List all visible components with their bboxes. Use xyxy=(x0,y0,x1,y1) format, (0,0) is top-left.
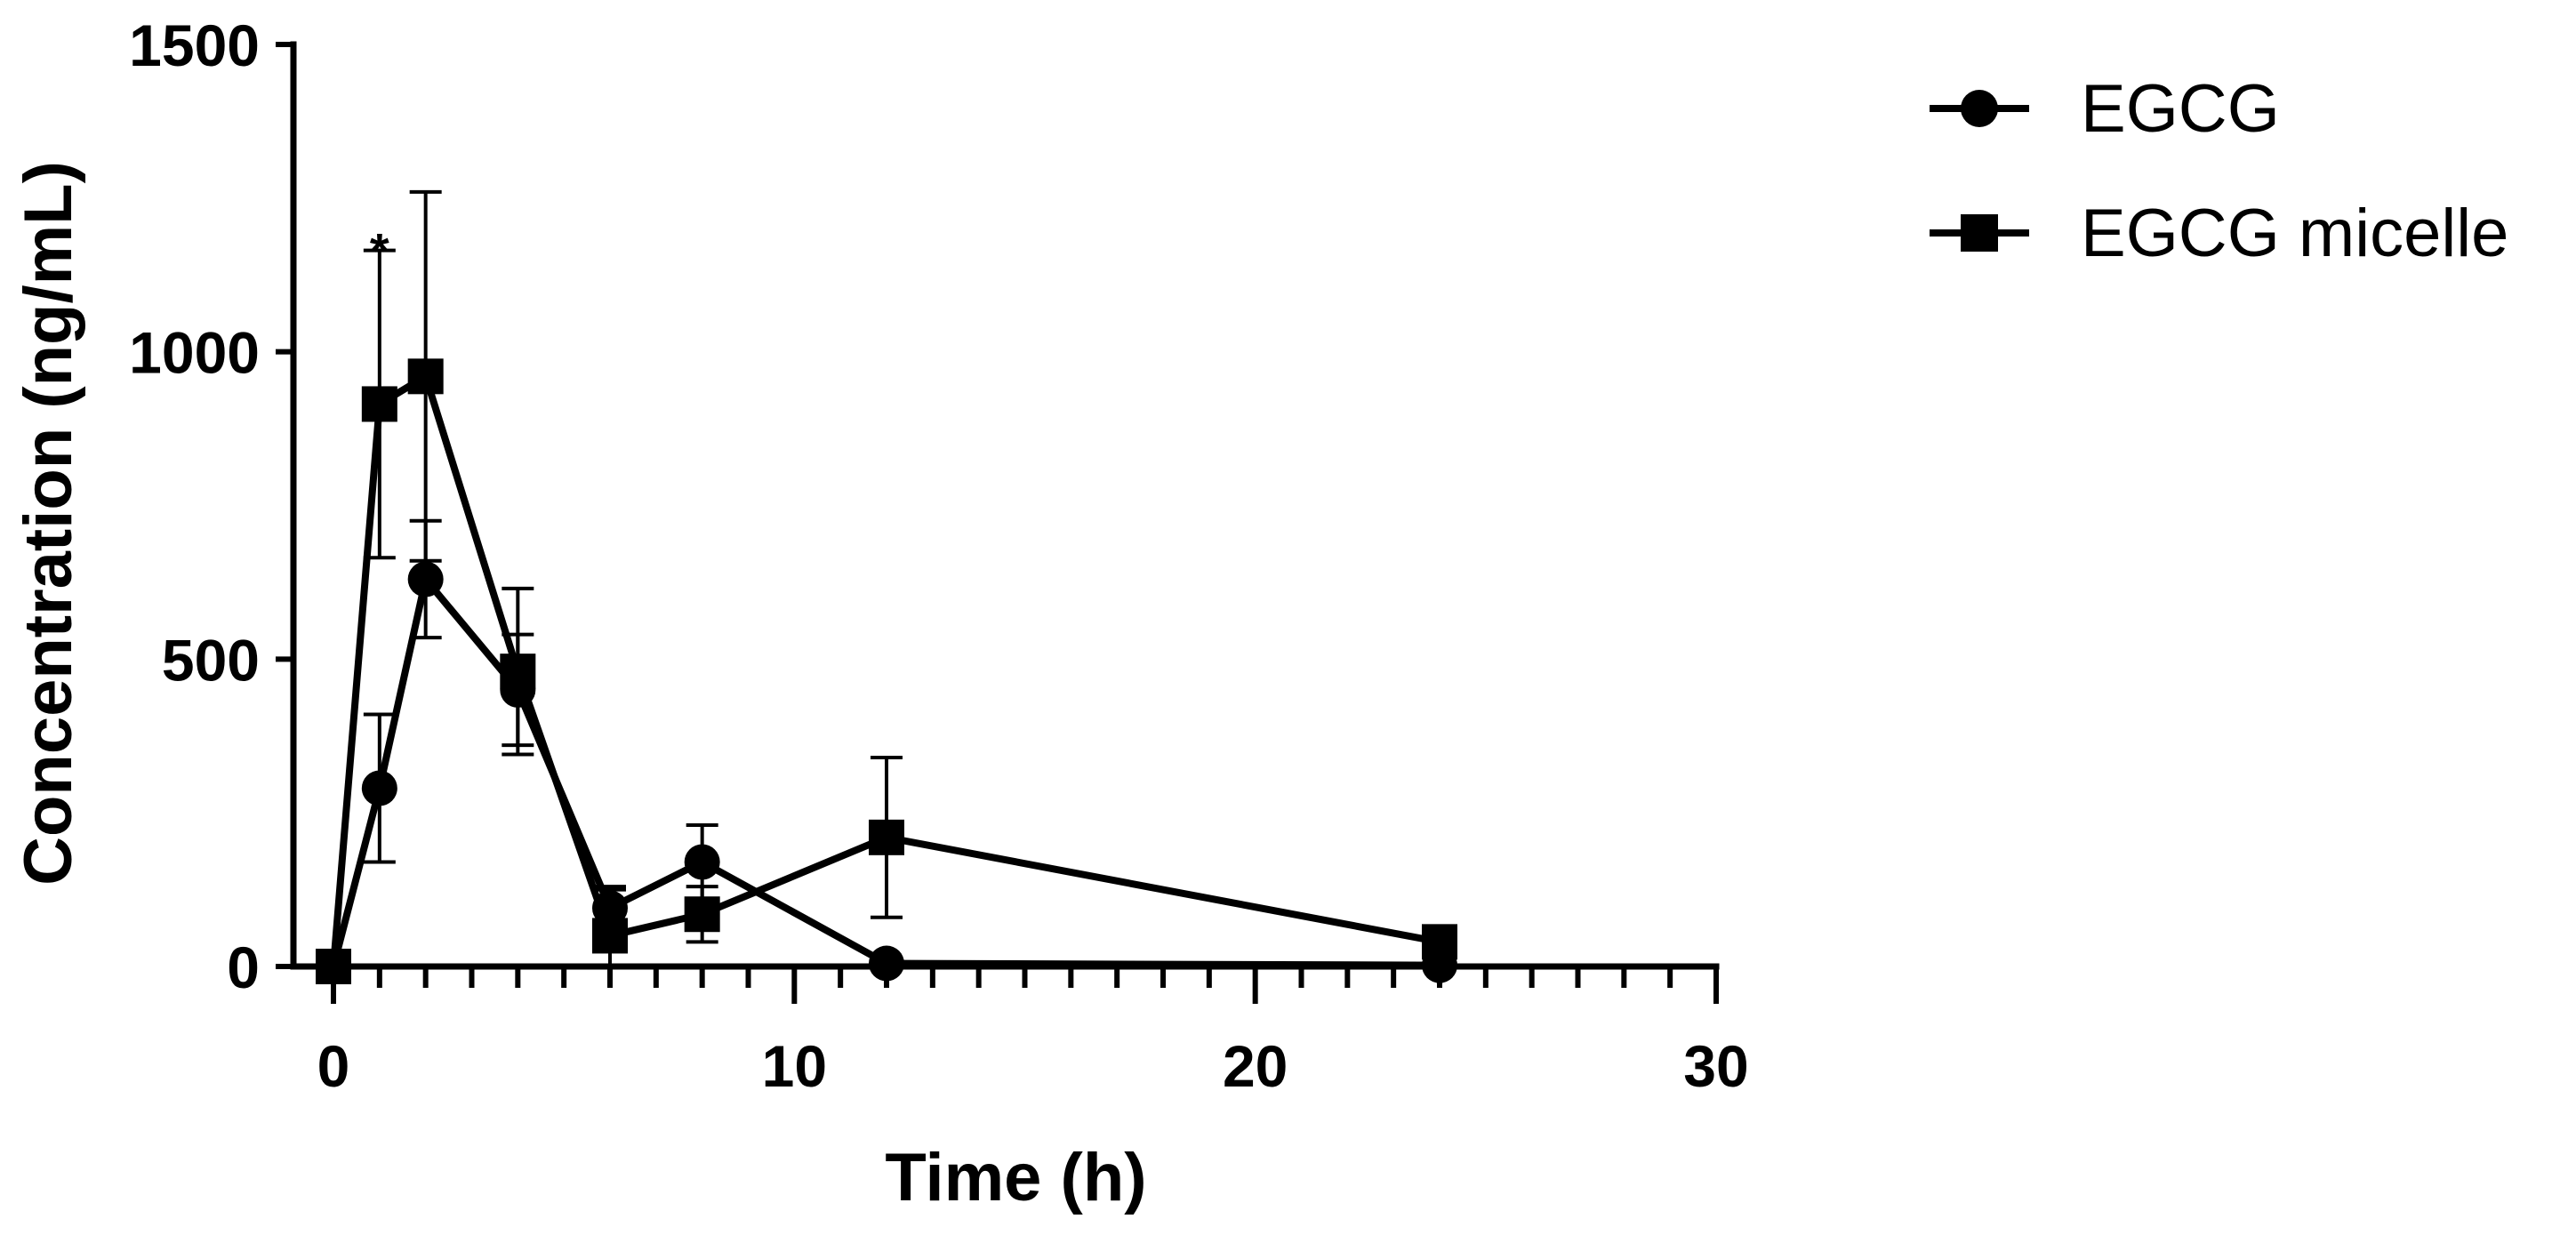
legend-item-egcg: EGCG xyxy=(1930,71,2280,147)
x-tick-label: 10 xyxy=(762,1033,827,1099)
x-tick-label: 20 xyxy=(1223,1033,1288,1099)
data-point-square xyxy=(407,358,444,395)
legend-label-egcg-micelle: EGCG micelle xyxy=(2081,196,2508,271)
y-tick-label: 500 xyxy=(162,627,260,693)
legend-label-egcg: EGCG xyxy=(2081,71,2280,147)
legend-item-egcg-micelle: EGCG micelle xyxy=(1930,196,2508,271)
data-point-square xyxy=(500,654,536,690)
y-tick-label: 1000 xyxy=(129,320,260,386)
legend: EGCG EGCG micelle xyxy=(1930,71,2508,271)
legend-marker-circle xyxy=(1961,90,1998,127)
x-axis-title: Time (h) xyxy=(885,1140,1146,1215)
significance-asterisk: * xyxy=(370,223,389,279)
x-ticks: 0 10 20 30 xyxy=(317,966,1749,1099)
x-tick-label: 0 xyxy=(317,1033,350,1099)
data-point-square xyxy=(1422,924,1457,960)
data-point-square xyxy=(316,949,351,984)
y-tick-label: 1500 xyxy=(129,12,260,78)
data-point-square xyxy=(361,386,397,422)
data-point-square xyxy=(869,819,904,855)
plot-area: * xyxy=(316,189,1457,984)
data-point-circle xyxy=(407,561,444,597)
data-point-square xyxy=(684,896,720,933)
axes: 0 10 20 30 0 500 1000 1500 xyxy=(129,12,1749,1099)
series-egcg-micelle xyxy=(316,189,1457,984)
data-point-circle xyxy=(869,945,904,982)
y-ticks: 0 500 1000 1500 xyxy=(129,12,293,1000)
data-point-circle xyxy=(361,770,397,806)
data-point-circle xyxy=(684,844,720,880)
y-axis-title: Concentration (ng/mL) xyxy=(11,161,86,886)
data-point-square xyxy=(592,918,628,954)
y-tick-label: 0 xyxy=(227,934,260,1000)
x-tick-label: 30 xyxy=(1683,1033,1748,1099)
legend-marker-square xyxy=(1961,214,1998,252)
